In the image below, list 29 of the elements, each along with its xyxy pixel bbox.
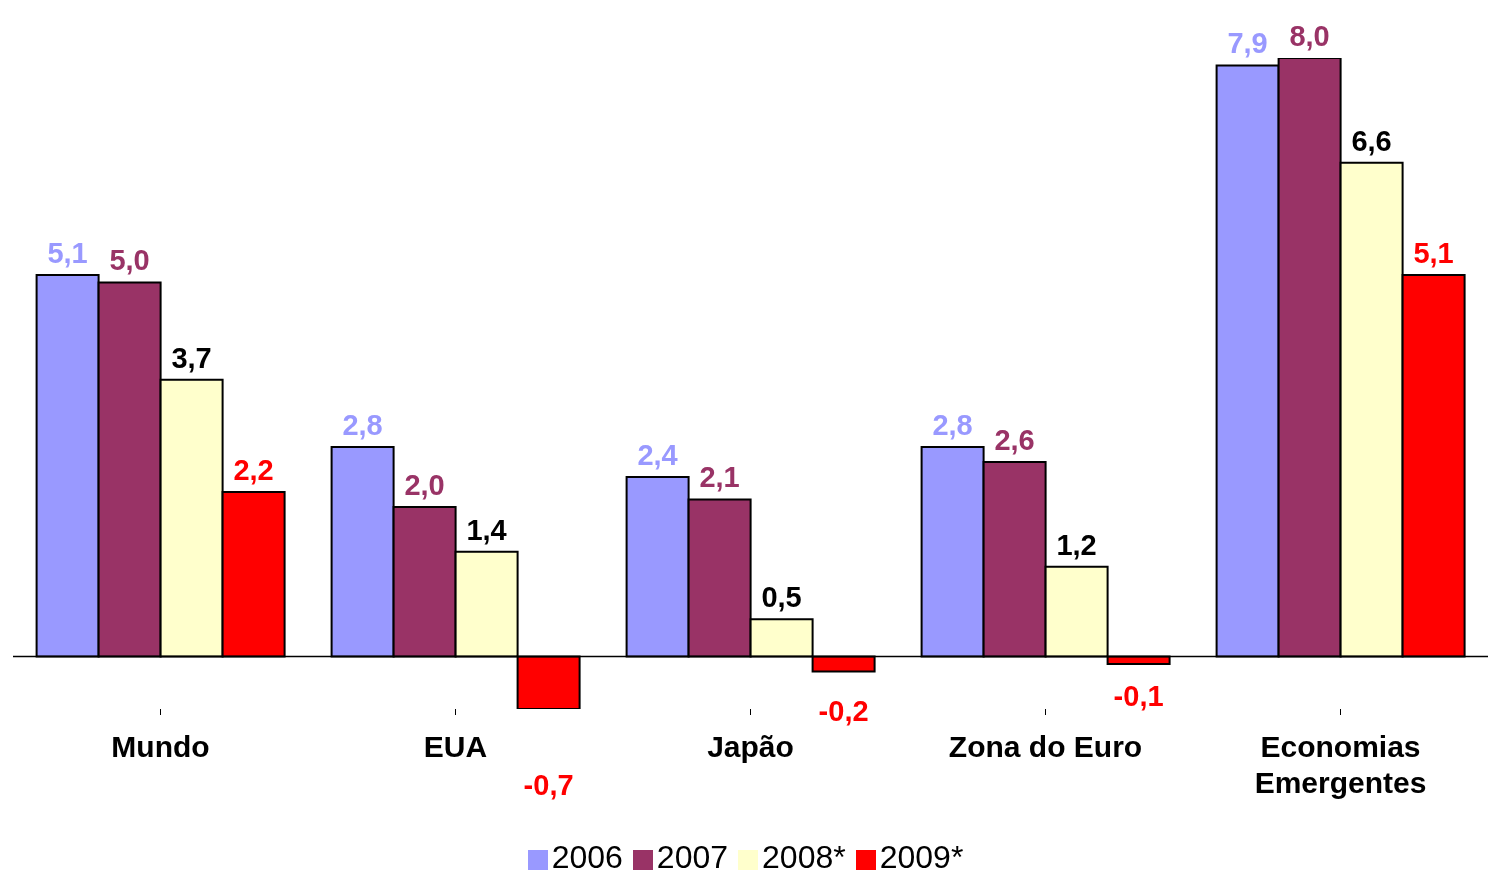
data-label: 2,4 (637, 439, 678, 472)
data-label: 6,6 (1351, 124, 1392, 157)
data-label: 2,8 (932, 409, 973, 442)
data-label: 2,6 (994, 424, 1035, 457)
data-label: 2,0 (404, 468, 445, 501)
data-label: 7,9 (1227, 27, 1268, 60)
data-label: 5,1 (47, 237, 88, 269)
data-label: 1,2 (1056, 528, 1097, 561)
x-tick-label: Zona do Euro (948, 730, 1143, 763)
legend-label: 2007 (656, 839, 729, 875)
data-label: 5,1 (1413, 237, 1454, 269)
x-tick-label: Mundo (111, 730, 210, 763)
data-label: -0,1 (1113, 679, 1164, 712)
x-tick-label: Economias Emergentes (1254, 730, 1427, 799)
legend-label: 2006 (551, 839, 623, 875)
x-tick-label: Japão (707, 730, 794, 763)
data-label: 3,7 (171, 341, 212, 374)
data-label: -0,7 (523, 769, 574, 802)
data-label: 2,2 (233, 454, 274, 486)
data-label: 0,5 (761, 581, 802, 614)
data-label: -0,2 (818, 694, 869, 727)
data-label: 2,8 (342, 409, 383, 442)
legend-label: 2009* (879, 839, 964, 875)
data-label: 5,0 (109, 244, 150, 277)
x-tick-label: EUA (423, 730, 488, 763)
data-label: 1,4 (466, 513, 507, 546)
legend-label: 2008* (762, 839, 846, 875)
data-label: 2,1 (699, 461, 740, 494)
data-label: 8,0 (1289, 20, 1330, 52)
